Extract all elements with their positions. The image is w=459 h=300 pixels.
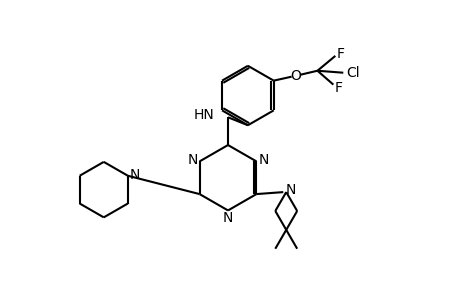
Text: HN: HN: [193, 108, 213, 122]
Text: O: O: [290, 69, 300, 83]
Text: N: N: [129, 168, 140, 182]
Text: N: N: [257, 153, 268, 167]
Text: Cl: Cl: [346, 66, 359, 80]
Text: N: N: [285, 183, 296, 197]
Text: F: F: [336, 47, 344, 61]
Text: N: N: [187, 153, 197, 167]
Text: N: N: [222, 212, 233, 225]
Text: F: F: [334, 81, 341, 94]
